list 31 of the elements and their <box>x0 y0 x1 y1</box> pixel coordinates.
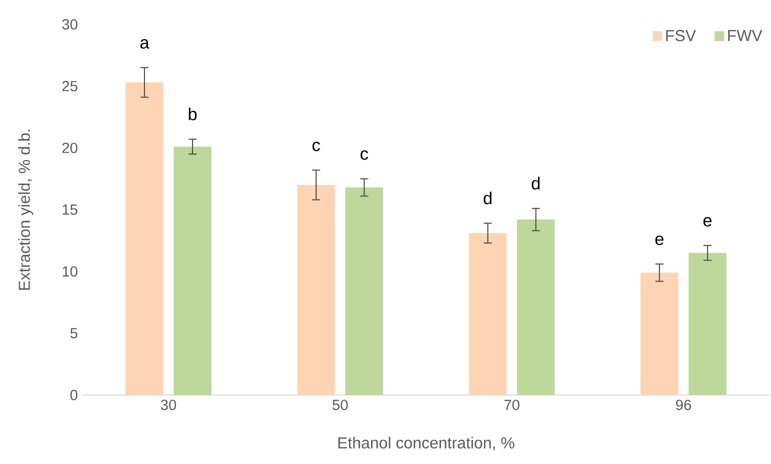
annotation: d <box>532 176 540 190</box>
legend-label: FWV <box>728 30 762 42</box>
bar <box>297 184 336 395</box>
annotation: c <box>312 142 320 152</box>
bar <box>126 82 164 395</box>
bar <box>345 187 384 395</box>
bar <box>688 252 726 395</box>
legend-label: FSV <box>666 30 696 42</box>
y-tick-label: 0 <box>70 390 78 400</box>
x-axis-title: Ethanol concentration, % <box>338 436 514 450</box>
y-tick-label: 15 <box>62 204 78 215</box>
annotation: a <box>140 39 150 49</box>
y-axis-title: Extraction yield, % d.b. <box>18 130 34 290</box>
y-tick-label: 30 <box>62 19 78 30</box>
y-tick-label: 10 <box>62 266 78 277</box>
y-tick-label: 5 <box>70 328 78 338</box>
annotation: d <box>484 192 492 204</box>
annotation: c <box>360 150 368 160</box>
x-tick-label: 96 <box>676 400 691 410</box>
annotation: e <box>655 236 664 246</box>
x-tick-label: 30 <box>160 400 176 410</box>
y-tick-label: 25 <box>62 80 78 92</box>
x-tick-label: 50 <box>332 400 348 410</box>
bar <box>174 146 212 395</box>
annotation: b <box>188 108 197 120</box>
bar <box>516 220 555 395</box>
bar <box>640 272 678 395</box>
y-tick-label: 20 <box>62 142 78 154</box>
bar <box>468 233 507 395</box>
annotation: e <box>703 217 712 227</box>
x-tick-label: 70 <box>504 400 520 410</box>
